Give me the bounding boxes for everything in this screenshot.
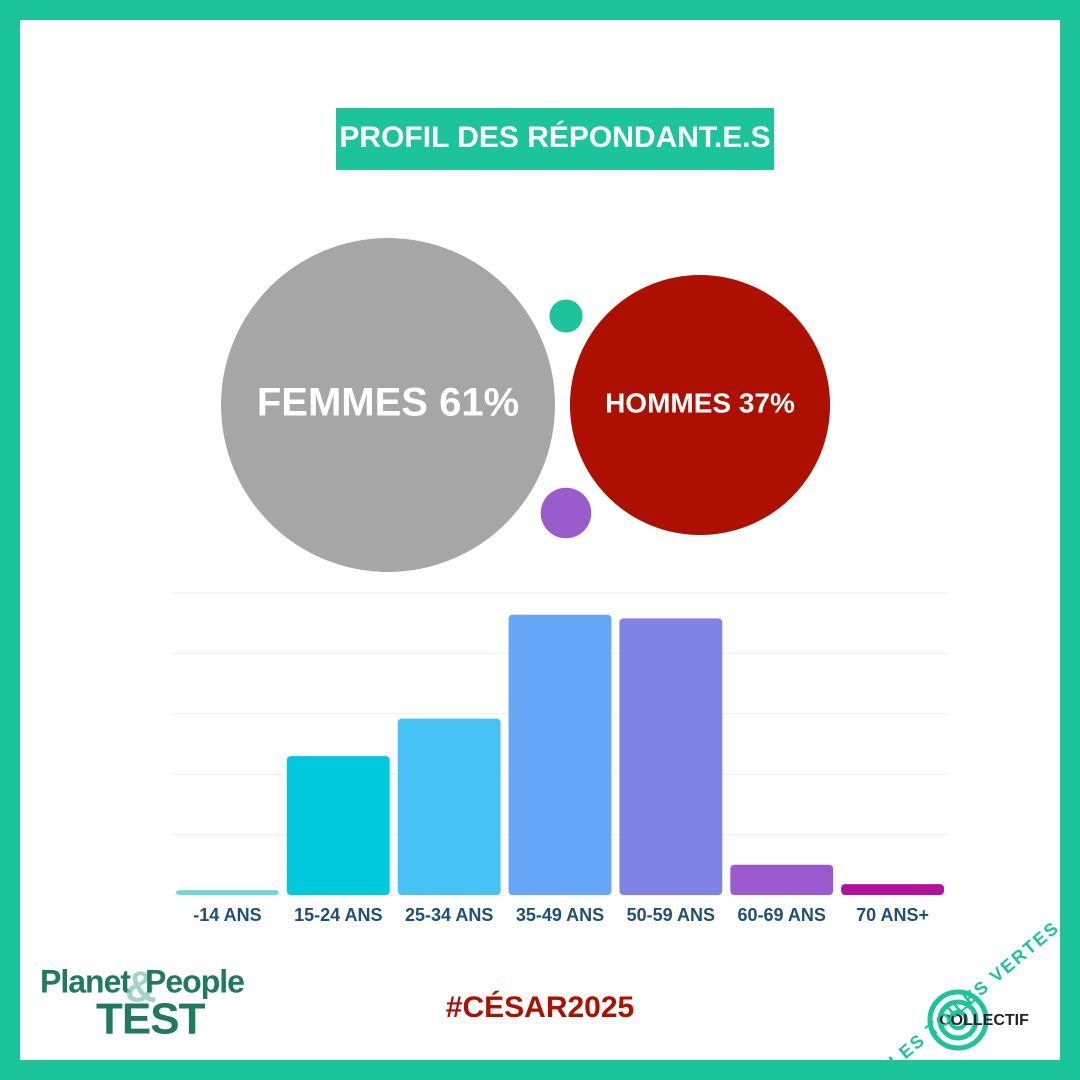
bar-chart: -14 ANS 15-24 ANS 25-34 ANS 35-49 ANS 50-59 … (172, 592, 948, 925)
bubble (540, 487, 592, 539)
bubble (549, 299, 583, 333)
logo-ring (937, 999, 979, 1041)
logo-ring (927, 989, 989, 1051)
bar (841, 884, 944, 895)
x-tick-label: 70 ANS+ (856, 905, 929, 925)
logo-left: Planet & People TEST (40, 963, 245, 1044)
logo-text: Planet (40, 963, 131, 999)
logo-word: COLLECTIF (939, 1012, 1029, 1029)
x-tick-label: -14 ANS (193, 905, 261, 925)
bubble (221, 238, 555, 572)
bubble-chart: FEMMES 61% HOMMES 37% (221, 238, 831, 572)
title-box (336, 108, 774, 170)
bubble-label: HOMMES 37% (605, 387, 795, 418)
title: PROFIL DES RÉPONDANT.E.S (339, 120, 770, 154)
x-tick-label: 50-59 ANS (627, 905, 715, 925)
bar (176, 890, 279, 895)
x-tick-label: 25-34 ANS (405, 905, 493, 925)
logo-amp: & (125, 963, 157, 1012)
logo-ring (948, 1010, 968, 1030)
bar (508, 614, 612, 895)
bar (397, 718, 501, 895)
x-tick-label: 35-49 ANS (516, 905, 604, 925)
bubble-label: FEMMES 61% (257, 381, 519, 425)
x-tick-label: 15-24 ANS (294, 905, 382, 925)
bubble (569, 274, 831, 536)
bar (619, 618, 723, 895)
hashtag: #CÉSAR2025 (446, 990, 634, 1024)
logo-text: TEST (96, 995, 206, 1044)
x-tick-label: 60-69 ANS (738, 905, 826, 925)
logo-text: People (145, 963, 244, 999)
bar (730, 864, 834, 895)
bar (286, 756, 390, 895)
